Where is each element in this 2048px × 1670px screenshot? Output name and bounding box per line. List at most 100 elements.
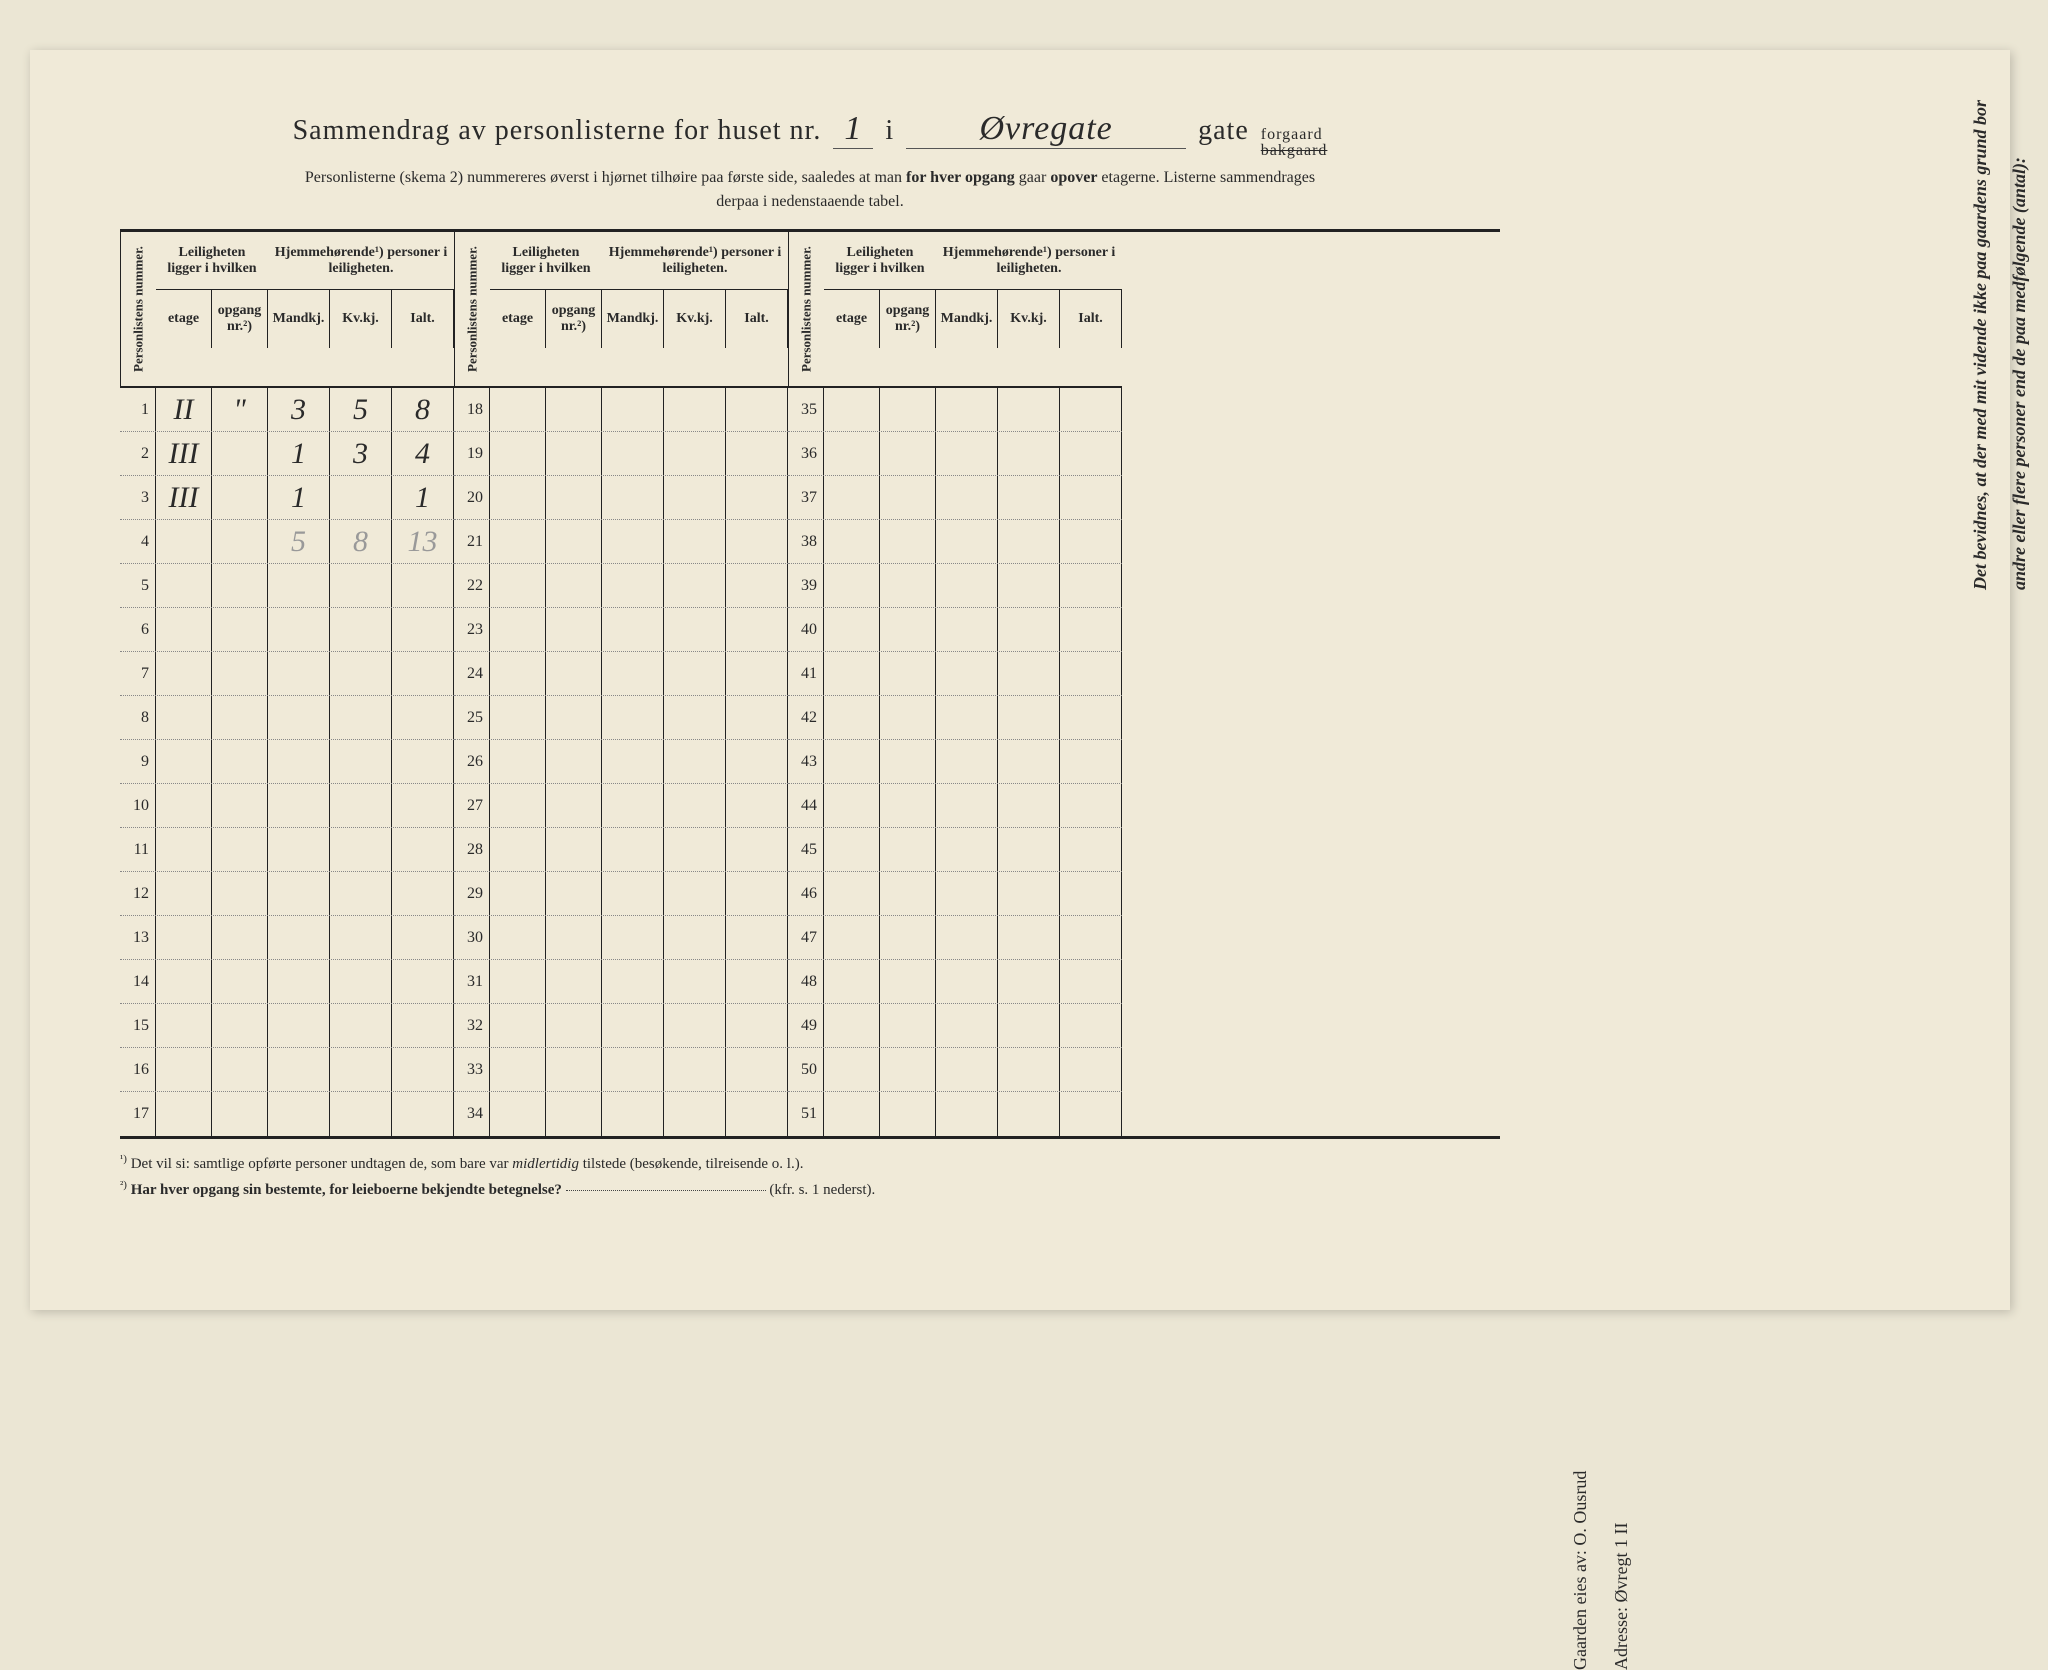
table-row: 24 [454, 652, 788, 696]
cell-mandkj [602, 872, 664, 915]
subtitle-line-1: Personlisterne (skema 2) nummereres øver… [120, 169, 1500, 187]
cell-opgang [546, 1092, 602, 1136]
cell-etage: III [156, 432, 212, 475]
table-block: Personlistens nummer. Leiligheten ligger… [120, 232, 454, 1136]
table-row: 1 II " 3 5 8 [120, 388, 454, 432]
cell-kvkj [998, 784, 1060, 827]
data-rows: 35 36 37 38 39 40 [788, 388, 1122, 1136]
cell-mandkj [936, 872, 998, 915]
cell-kvkj [330, 784, 392, 827]
cell-opgang [546, 608, 602, 651]
table-row: 29 [454, 872, 788, 916]
cell-etage [824, 696, 880, 739]
cell-opgang [880, 740, 936, 783]
cell-kvkj [330, 696, 392, 739]
cell-ialt [392, 608, 454, 651]
table-row: 33 [454, 1048, 788, 1092]
col-personlistens: Personlistens nummer. [788, 232, 824, 386]
cell-kvkj: 3 [330, 432, 392, 475]
cell-ialt [1060, 432, 1122, 475]
table-row: 37 [788, 476, 1122, 520]
cell-etage [824, 652, 880, 695]
cell-mandkj [602, 1092, 664, 1136]
cell-nr: 48 [788, 960, 824, 1003]
table-row: 22 [454, 564, 788, 608]
cell-kvkj [998, 652, 1060, 695]
cell-ialt: 1 [392, 476, 454, 519]
table-row: 26 [454, 740, 788, 784]
table-row: 32 [454, 1004, 788, 1048]
cell-ialt [392, 872, 454, 915]
cell-kvkj [998, 872, 1060, 915]
table-block: Personlistens nummer. Leiligheten ligger… [454, 232, 788, 1136]
cell-nr: 12 [120, 872, 156, 915]
cell-ialt [726, 916, 788, 959]
cell-nr: 28 [454, 828, 490, 871]
table-row: 28 [454, 828, 788, 872]
cell-mandkj [936, 784, 998, 827]
cell-etage [490, 476, 546, 519]
footnote-2: ²) Har hver opgang sin bestemte, for lei… [120, 1179, 1500, 1199]
hdr-opgang: opgang nr.²) [546, 290, 602, 348]
table-row: 15 [120, 1004, 454, 1048]
cell-ialt [392, 960, 454, 1003]
cell-etage [156, 872, 212, 915]
cell-opgang [546, 476, 602, 519]
cell-opgang [546, 520, 602, 563]
cell-ialt [1060, 872, 1122, 915]
forgaard-bakgaard: forgaard bakgaard [1261, 127, 1328, 159]
cell-ialt [392, 652, 454, 695]
cell-kvkj [664, 740, 726, 783]
sub1b: for hver opgang [906, 169, 1015, 186]
cell-ialt [726, 608, 788, 651]
header-row: Personlistens nummer. Leiligheten ligger… [120, 232, 454, 388]
cell-etage [156, 564, 212, 607]
cell-kvkj [998, 740, 1060, 783]
cell-kvkj [664, 916, 726, 959]
cell-nr: 2 [120, 432, 156, 475]
col-group-leilighet: Leiligheten ligger i hvilken etage opgan… [490, 232, 602, 386]
cell-kvkj [664, 872, 726, 915]
owner-adresse: Adresse: Øvregt 1 II [1611, 1250, 1632, 1670]
cell-ialt [726, 1048, 788, 1091]
cell-nr: 18 [454, 388, 490, 431]
cell-kvkj: 8 [330, 520, 392, 563]
table-row: 9 [120, 740, 454, 784]
cell-kvkj [664, 388, 726, 431]
cell-ialt [726, 652, 788, 695]
fn2-fill [566, 1190, 766, 1191]
col-group-hjemme: Hjemmehørende¹) personer i leiligheten. … [936, 232, 1122, 386]
cell-mandkj [936, 696, 998, 739]
table-row: 3 III 1 1 [120, 476, 454, 520]
table-row: 31 [454, 960, 788, 1004]
house-number: 1 [833, 110, 873, 149]
cell-opgang [546, 388, 602, 431]
hdr-leilighet: Leiligheten ligger i hvilken [824, 232, 936, 290]
cell-opgang [546, 960, 602, 1003]
cell-opgang [212, 784, 268, 827]
cell-opgang [880, 388, 936, 431]
cell-etage [490, 608, 546, 651]
cell-nr: 40 [788, 608, 824, 651]
table-row: 23 [454, 608, 788, 652]
cell-opgang [880, 520, 936, 563]
cell-opgang [546, 740, 602, 783]
cell-etage: III [156, 476, 212, 519]
cell-nr: 8 [120, 696, 156, 739]
cell-kvkj [330, 1092, 392, 1136]
cell-etage [490, 784, 546, 827]
cell-nr: 33 [454, 1048, 490, 1091]
cell-etage [824, 520, 880, 563]
cell-ialt [392, 1048, 454, 1091]
cell-mandkj [268, 652, 330, 695]
cell-kvkj [330, 916, 392, 959]
cell-nr: 7 [120, 652, 156, 695]
gaarden-label: Gaarden eies av: [1570, 1550, 1590, 1670]
table-row: 21 [454, 520, 788, 564]
col-group-hjemme: Hjemmehørende¹) personer i leiligheten. … [602, 232, 788, 386]
cell-nr: 39 [788, 564, 824, 607]
cell-etage [490, 1048, 546, 1091]
cell-etage [490, 388, 546, 431]
cell-opgang [212, 696, 268, 739]
cell-mandkj [602, 784, 664, 827]
